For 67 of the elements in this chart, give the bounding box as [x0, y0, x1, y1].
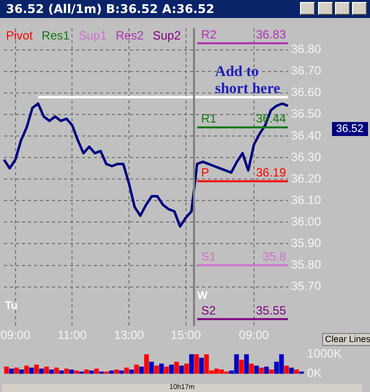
bar	[39, 368, 44, 374]
annotation: R2	[201, 28, 217, 42]
bar	[24, 366, 29, 374]
bar	[69, 370, 74, 374]
bar	[249, 364, 254, 374]
bar	[289, 368, 294, 374]
bar	[19, 370, 24, 374]
bar	[109, 370, 114, 374]
text: 36.52	[332, 122, 368, 136]
bar	[44, 366, 49, 374]
bar	[29, 368, 34, 374]
annotation: W	[197, 290, 208, 302]
text: Res2	[116, 28, 144, 43]
bar	[179, 366, 184, 374]
bar	[144, 354, 149, 374]
bar	[74, 370, 79, 374]
bar	[84, 370, 89, 374]
annotation: 35.55	[256, 303, 286, 318]
annotation: 36.19	[256, 166, 286, 180]
bar	[194, 354, 199, 374]
text: Res1	[42, 28, 70, 43]
annotation: S1	[201, 250, 216, 264]
text: Sup1	[78, 28, 108, 43]
bar	[89, 370, 94, 374]
bar	[4, 366, 9, 374]
bar	[259, 368, 264, 374]
bar	[129, 370, 134, 374]
annotation: 36.83	[256, 28, 286, 42]
text: Pivot	[6, 28, 34, 43]
bar	[94, 368, 99, 374]
annotation: S2	[201, 303, 216, 318]
bar	[269, 370, 274, 374]
chart-title: 36.52 (All/1m) B:36.52 A:36.52	[0, 0, 370, 18]
bar	[254, 366, 259, 374]
text: Clear Lines	[322, 333, 370, 346]
bar	[134, 364, 139, 374]
annotation: R1	[201, 112, 217, 126]
bar	[244, 354, 249, 374]
bar	[54, 368, 59, 374]
bar	[189, 354, 194, 374]
bar	[114, 370, 119, 374]
bar	[64, 368, 69, 374]
bar	[139, 366, 144, 374]
bar	[9, 368, 14, 374]
bar	[199, 358, 204, 374]
bar	[49, 370, 54, 374]
bar	[294, 370, 299, 374]
text: Sup2	[152, 28, 182, 43]
bar	[164, 366, 169, 374]
bar	[169, 364, 174, 374]
bar	[174, 362, 179, 374]
bar	[124, 368, 129, 374]
bar	[149, 362, 154, 374]
annotation: Tu	[5, 300, 18, 312]
bar	[239, 360, 244, 374]
bar	[119, 370, 124, 374]
annotation: P	[201, 166, 210, 180]
annotation: Add to short here	[215, 64, 282, 98]
annotation: 35.8	[262, 250, 286, 264]
bar	[264, 366, 269, 374]
bar	[14, 368, 19, 374]
bar	[284, 366, 289, 374]
bar	[59, 370, 64, 374]
bar	[159, 364, 164, 374]
bar	[34, 364, 39, 374]
bar	[154, 366, 159, 374]
bar	[184, 364, 189, 374]
